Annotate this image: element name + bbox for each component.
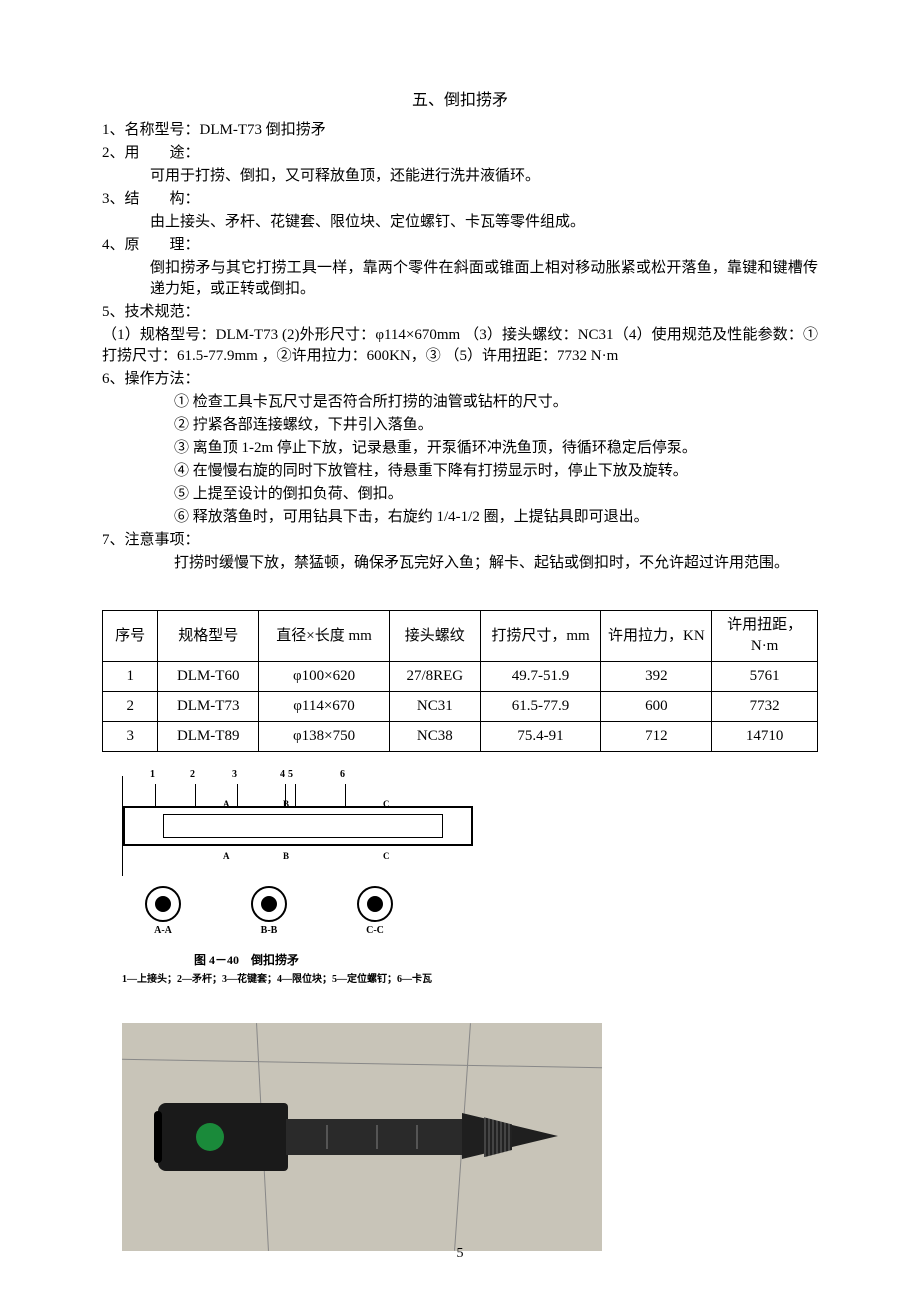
section-letter: C — [383, 798, 390, 811]
sec2-body: 可用于打捞、倒扣，又可释放鱼顶，还能进行洗井液循环。 — [102, 166, 818, 187]
sec4-label: 4、原 理： — [102, 235, 818, 256]
lead-number: 3 — [232, 768, 237, 782]
section-letter: A — [223, 798, 230, 811]
sec7-body: 打捞时缓慢下放，禁猛顿，确保矛瓦完好入鱼；解卡、起钻或倒扣时，不允许超过许用范围… — [102, 553, 818, 574]
sec1-label: 1、名称型号： — [102, 122, 200, 138]
table-cell: NC31 — [389, 692, 480, 722]
table-cell: NC38 — [389, 722, 480, 752]
table-cell: 600 — [601, 692, 712, 722]
section-title: 五、倒扣捞矛 — [102, 90, 818, 112]
th-1: 规格型号 — [158, 611, 259, 662]
section-letter: B — [283, 850, 289, 863]
sec6-label: 6、操作方法： — [102, 369, 818, 390]
table-row: 2DLM-T73φ114×670NC3161.5-77.96007732 — [103, 692, 818, 722]
sec2-label: 2、用 途： — [102, 143, 818, 164]
table-cell: 2 — [103, 692, 158, 722]
sec4-body: 倒扣捞矛与其它打捞工具一样，靠两个零件在斜面或锥面上相对移动胀紧或松开落鱼，靠键… — [102, 258, 818, 300]
table-cell: 27/8REG — [389, 662, 480, 692]
table-cell: 1 — [103, 662, 158, 692]
cross-section: A-A — [142, 886, 184, 938]
table-cell: 14710 — [712, 722, 818, 752]
section-letter: A — [223, 850, 230, 863]
sec6-step-2: ③ 离鱼顶 1-2m 停止下放，记录悬重，开泵循环冲洗鱼顶，待循环稳定后停泵。 — [102, 438, 818, 459]
th-4: 打捞尺寸，mm — [480, 611, 601, 662]
cross-label: B-B — [248, 924, 290, 938]
cross-label: C-C — [354, 924, 396, 938]
th-5: 许用拉力，KN — [601, 611, 712, 662]
green-sticker — [196, 1123, 224, 1151]
section-letter: B — [283, 798, 289, 811]
table-cell: φ114×670 — [259, 692, 390, 722]
sec6-step-4: ⑤ 上提至设计的倒扣负荷、倒扣。 — [102, 484, 818, 505]
lead-number: 6 — [340, 768, 345, 782]
diagram-legend: 1—上接头；2—矛杆；3—花键套；4—限位块；5—定位螺钉；6—卡瓦 — [122, 973, 818, 987]
table-header-row: 序号 规格型号 直径×长度 mm 接头螺纹 打捞尺寸，mm 许用拉力，KN 许用… — [103, 611, 818, 662]
page-number: 5 — [0, 1244, 920, 1264]
table-cell: 75.4-91 — [480, 722, 601, 752]
sec5-label: 5、技术规范： — [102, 302, 818, 323]
sec6-step-1: ② 拧紧各部连接螺纹，下井引入落鱼。 — [102, 415, 818, 436]
th-0: 序号 — [103, 611, 158, 662]
table-cell: 392 — [601, 662, 712, 692]
th-3: 接头螺纹 — [389, 611, 480, 662]
section-letter: C — [383, 850, 390, 863]
cross-section: B-B — [248, 886, 290, 938]
sec6-step-5: ⑥ 释放落鱼时，可用钻具下击，右旋约 1/4-1/2 圈，上提钻具即可退出。 — [102, 507, 818, 528]
diagram-caption: 图 4－40 倒扣捞矛 — [194, 952, 818, 969]
table-cell: 712 — [601, 722, 712, 752]
lead-number: 1 — [150, 768, 155, 782]
cross-label: A-A — [142, 924, 184, 938]
table-cell: φ138×750 — [259, 722, 390, 752]
sec5-body: （1）规格型号：DLM-T73 (2)外形尺寸：φ114×670mm （3）接头… — [102, 325, 818, 367]
table-cell: 61.5-77.9 — [480, 692, 601, 722]
table-cell: φ100×620 — [259, 662, 390, 692]
tool-photo — [122, 1023, 602, 1251]
table-cell: DLM-T89 — [158, 722, 259, 752]
table-cell: 5761 — [712, 662, 818, 692]
cross-section: C-C — [354, 886, 396, 938]
sec7-label: 7、注意事项： — [102, 530, 818, 551]
sec6-step-0: ① 检查工具卡瓦尺寸是否符合所打捞的油管或钻杆的尺寸。 — [102, 392, 818, 413]
table-cell: DLM-T60 — [158, 662, 259, 692]
table-cell: 49.7-51.9 — [480, 662, 601, 692]
tool-shape — [158, 1103, 558, 1171]
th-2: 直径×长度 mm — [259, 611, 390, 662]
th-6: 许用扭距，N·m — [712, 611, 818, 662]
table-row: 3DLM-T89φ138×750NC3875.4-9171214710 — [103, 722, 818, 752]
sec1-text: DLM-T73 倒扣捞矛 — [200, 122, 326, 138]
sec6-step-3: ④ 在慢慢右旋的同时下放管柱，待悬重下降有打捞显示时，停止下放及旋转。 — [102, 461, 818, 482]
sec3-body: 由上接头、矛杆、花键套、限位块、定位螺钉、卡瓦等零件组成。 — [102, 212, 818, 233]
sec3-label: 3、结 构： — [102, 189, 818, 210]
sec1: 1、名称型号：DLM-T73 倒扣捞矛 — [102, 120, 818, 141]
schematic-diagram: 123456 AABBCC A-AB-BC-C 图 4－40 倒扣捞矛 1—上接… — [122, 776, 818, 987]
table-cell: 7732 — [712, 692, 818, 722]
table-cell: DLM-T73 — [158, 692, 259, 722]
table-cell: 3 — [103, 722, 158, 752]
spec-table: 序号 规格型号 直径×长度 mm 接头螺纹 打捞尺寸，mm 许用拉力，KN 许用… — [102, 610, 818, 752]
lead-number: 4 — [280, 768, 285, 782]
table-row: 1DLM-T60φ100×62027/8REG49.7-51.93925761 — [103, 662, 818, 692]
lead-number: 5 — [288, 768, 293, 782]
lead-number: 2 — [190, 768, 195, 782]
